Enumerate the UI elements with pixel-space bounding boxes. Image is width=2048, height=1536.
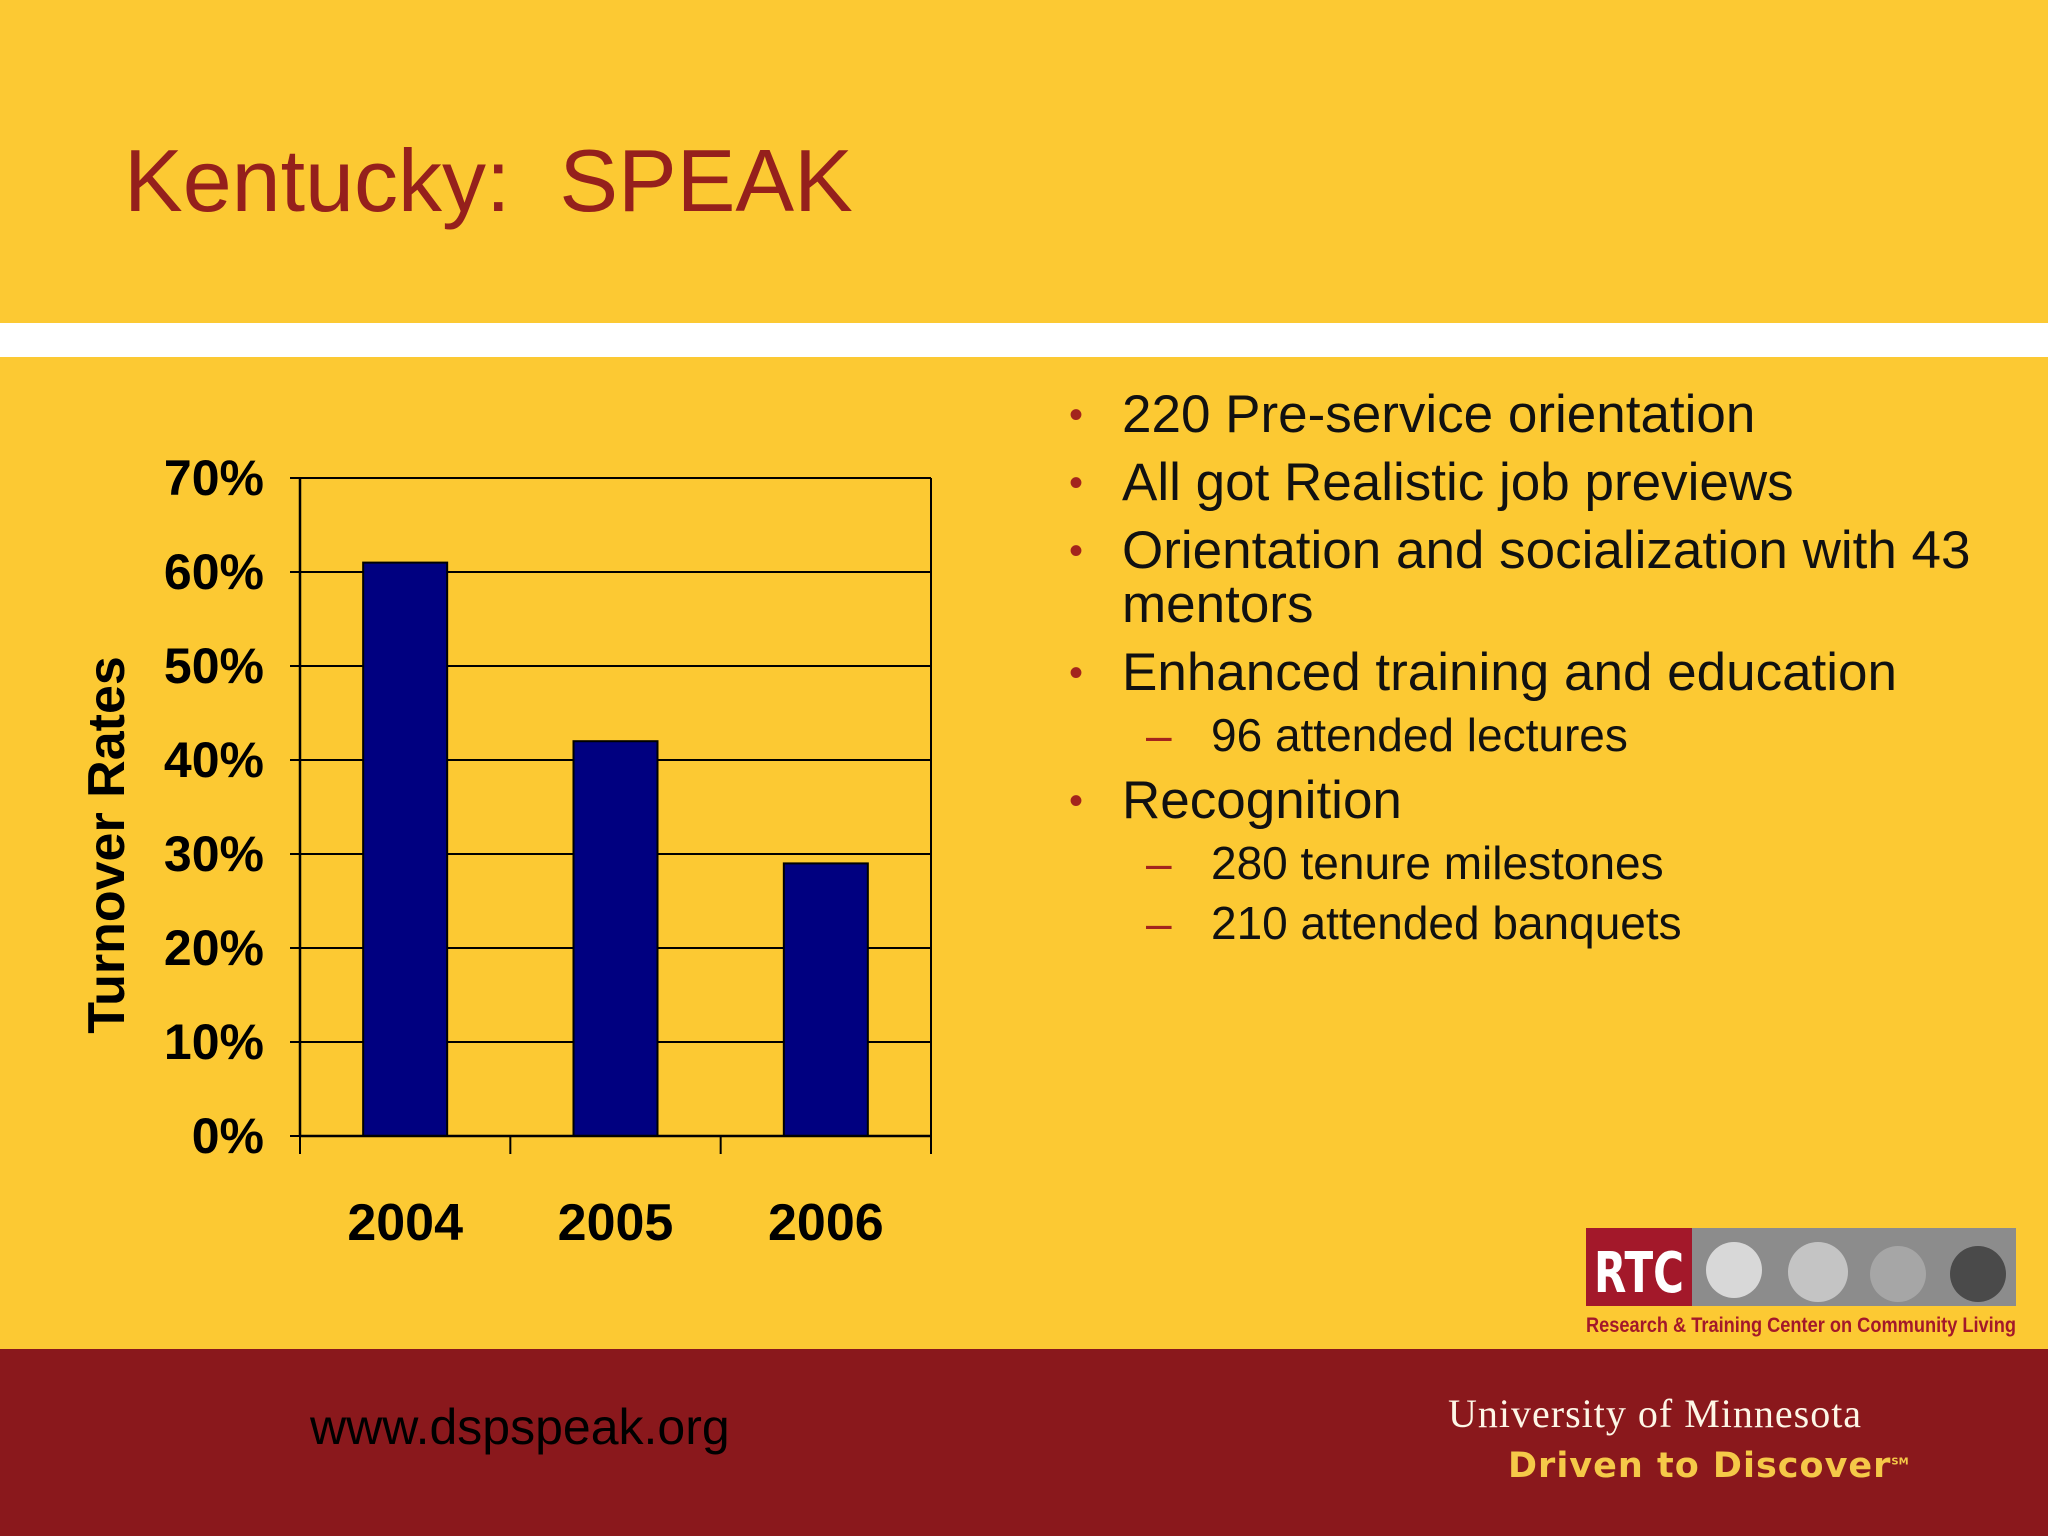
person-photo-4 (1950, 1246, 2006, 1302)
bar-2005 (572, 740, 659, 1137)
y-tick-label: 10% (164, 1014, 264, 1070)
y-tick-label: 70% (164, 450, 264, 506)
bar-2006 (782, 862, 869, 1137)
person-photo-1 (1706, 1242, 1762, 1298)
tagline-service-mark: SM (1891, 1456, 1909, 1468)
sub-bullet-item: 96 attended lectures (1060, 710, 2020, 760)
bar-2004 (362, 561, 449, 1138)
header-divider (0, 323, 2048, 357)
y-tick-label: 40% (164, 732, 264, 788)
person-photo-3 (1870, 1246, 1926, 1302)
website-link[interactable]: www.dspspeak.org (310, 1399, 730, 1455)
university-name: University of Minnesota (1448, 1391, 1863, 1436)
x-tick-label: 2006 (768, 1194, 884, 1252)
university-wordmark: University of Minnesota (1448, 1390, 1862, 1437)
sub-bullet-item: 210 attended banquets (1060, 898, 2020, 948)
y-tick-label: 60% (164, 544, 264, 600)
bullet-list: 220 Pre-service orientation All got Reali… (1060, 388, 2020, 962)
university-tagline: Driven to DiscoverSM (1508, 1446, 1909, 1486)
footer-bar (0, 1349, 2048, 1536)
bullet-item: 220 Pre-service orientation (1060, 388, 2020, 443)
y-tick-label: 20% (164, 920, 264, 976)
person-photo-2 (1788, 1242, 1848, 1302)
y-axis-label: Turnover Rates (78, 656, 136, 1034)
bullet-item: Orientation and socialization with 43 me… (1060, 524, 2020, 632)
sub-bullet-item: 280 tenure milestones (1060, 838, 2020, 888)
rtc-logo-caption: Research & Training Center on Community … (1586, 1314, 2016, 1337)
y-tick-label: 50% (164, 638, 264, 694)
x-tick-label: 2004 (347, 1194, 463, 1252)
rtc-logo-text: RTC (1594, 1241, 1684, 1306)
y-tick-label: 0% (192, 1108, 264, 1164)
bullet-item: Enhanced training and education (1060, 646, 2020, 701)
bullet-item: All got Realistic job previews (1060, 456, 2020, 511)
bullet-item: Recognition (1060, 774, 2020, 829)
slide-title: Kentucky: SPEAK (124, 131, 853, 230)
chart-svg: 0% 10% 20% 30% 40% 50% 60% 70% 2004 2005 2006 Turno… (78, 450, 932, 1252)
turnover-chart: 0% 10% 20% 30% 40% 50% 60% 70% 2004 2005 2006 Turno… (0, 360, 1000, 1320)
x-tick-label: 2005 (558, 1194, 674, 1252)
rtc-logo: RTC Research & Training Center on Commun… (1586, 1228, 2016, 1342)
rtc-logo-block (1586, 1228, 1692, 1306)
y-tick-label: 30% (164, 826, 264, 882)
tagline-text: Driven to Discover (1508, 1446, 1892, 1486)
